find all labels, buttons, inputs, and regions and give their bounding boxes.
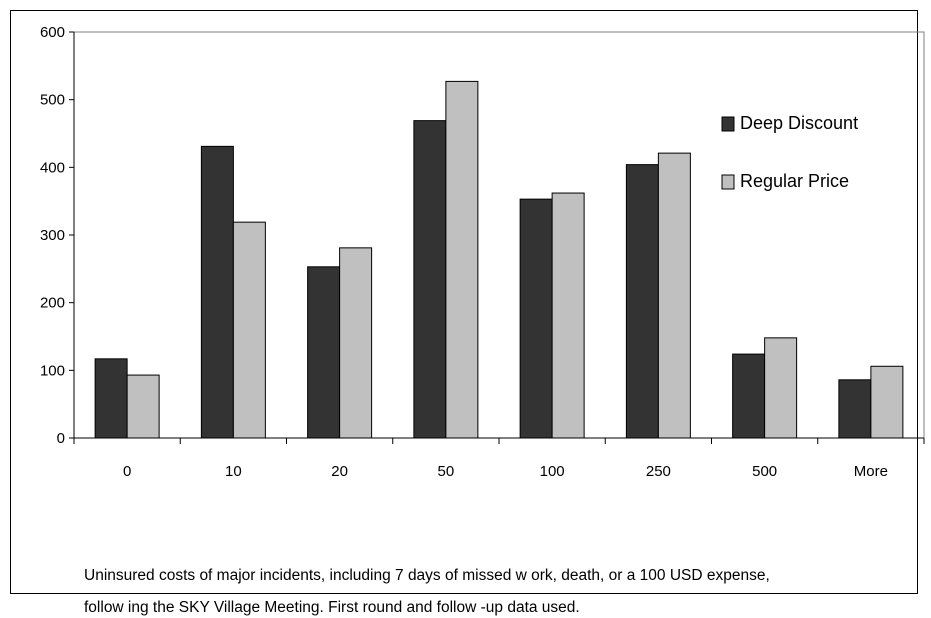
bar-regular-price: [445, 80, 479, 439]
bar-deep-discount: [519, 198, 553, 439]
y-tick-label: 400: [40, 159, 65, 176]
x-tick-label: 500: [752, 463, 777, 480]
bar-deep-discount: [625, 164, 659, 439]
y-axis: 0 100 200 300 400 500 600: [40, 24, 75, 447]
legend-label: Regular Price: [740, 171, 849, 191]
bar-regular-price: [870, 365, 904, 439]
bars: [94, 80, 904, 439]
y-tick-label: 500: [40, 92, 65, 109]
y-tick-label: 600: [40, 24, 65, 41]
x-tick-label: 250: [646, 463, 671, 480]
bar-regular-price: [551, 192, 585, 439]
x-tick-label: 100: [540, 463, 565, 480]
bar-deep-discount: [200, 145, 234, 439]
y-tick-label: 300: [40, 227, 65, 244]
legend-swatch: [721, 116, 735, 132]
y-tick-label: 200: [40, 295, 65, 312]
legend: Deep Discount Regular Price: [721, 113, 858, 191]
bar-deep-discount: [94, 358, 128, 439]
x-tick-label: 10: [225, 463, 242, 480]
bar-deep-discount: [732, 353, 766, 439]
bar-regular-price: [126, 374, 160, 439]
bar-deep-discount: [307, 266, 341, 439]
x-axis: 0 10 20 50 100 250 500 More: [73, 437, 925, 480]
y-tick-label: 100: [40, 362, 65, 379]
caption-line-2: follow ing the SKY Village Meeting. Firs…: [84, 599, 580, 616]
bar-regular-price: [657, 152, 691, 439]
legend-label: Deep Discount: [740, 113, 858, 133]
x-tick-label: 20: [331, 463, 348, 480]
bar-deep-discount: [413, 120, 447, 439]
x-tick-label: 50: [438, 463, 455, 480]
bar-regular-price: [339, 247, 373, 439]
bar-deep-discount: [838, 379, 872, 439]
bar-regular-price: [764, 337, 798, 439]
x-tick-label: 0: [123, 463, 131, 480]
x-tick-label: More: [854, 463, 888, 480]
bar-regular-price: [232, 221, 266, 439]
y-tick-label: 0: [57, 430, 65, 447]
caption-line-1: Uninsured costs of major incidents, incl…: [84, 567, 770, 584]
legend-swatch: [721, 174, 735, 190]
